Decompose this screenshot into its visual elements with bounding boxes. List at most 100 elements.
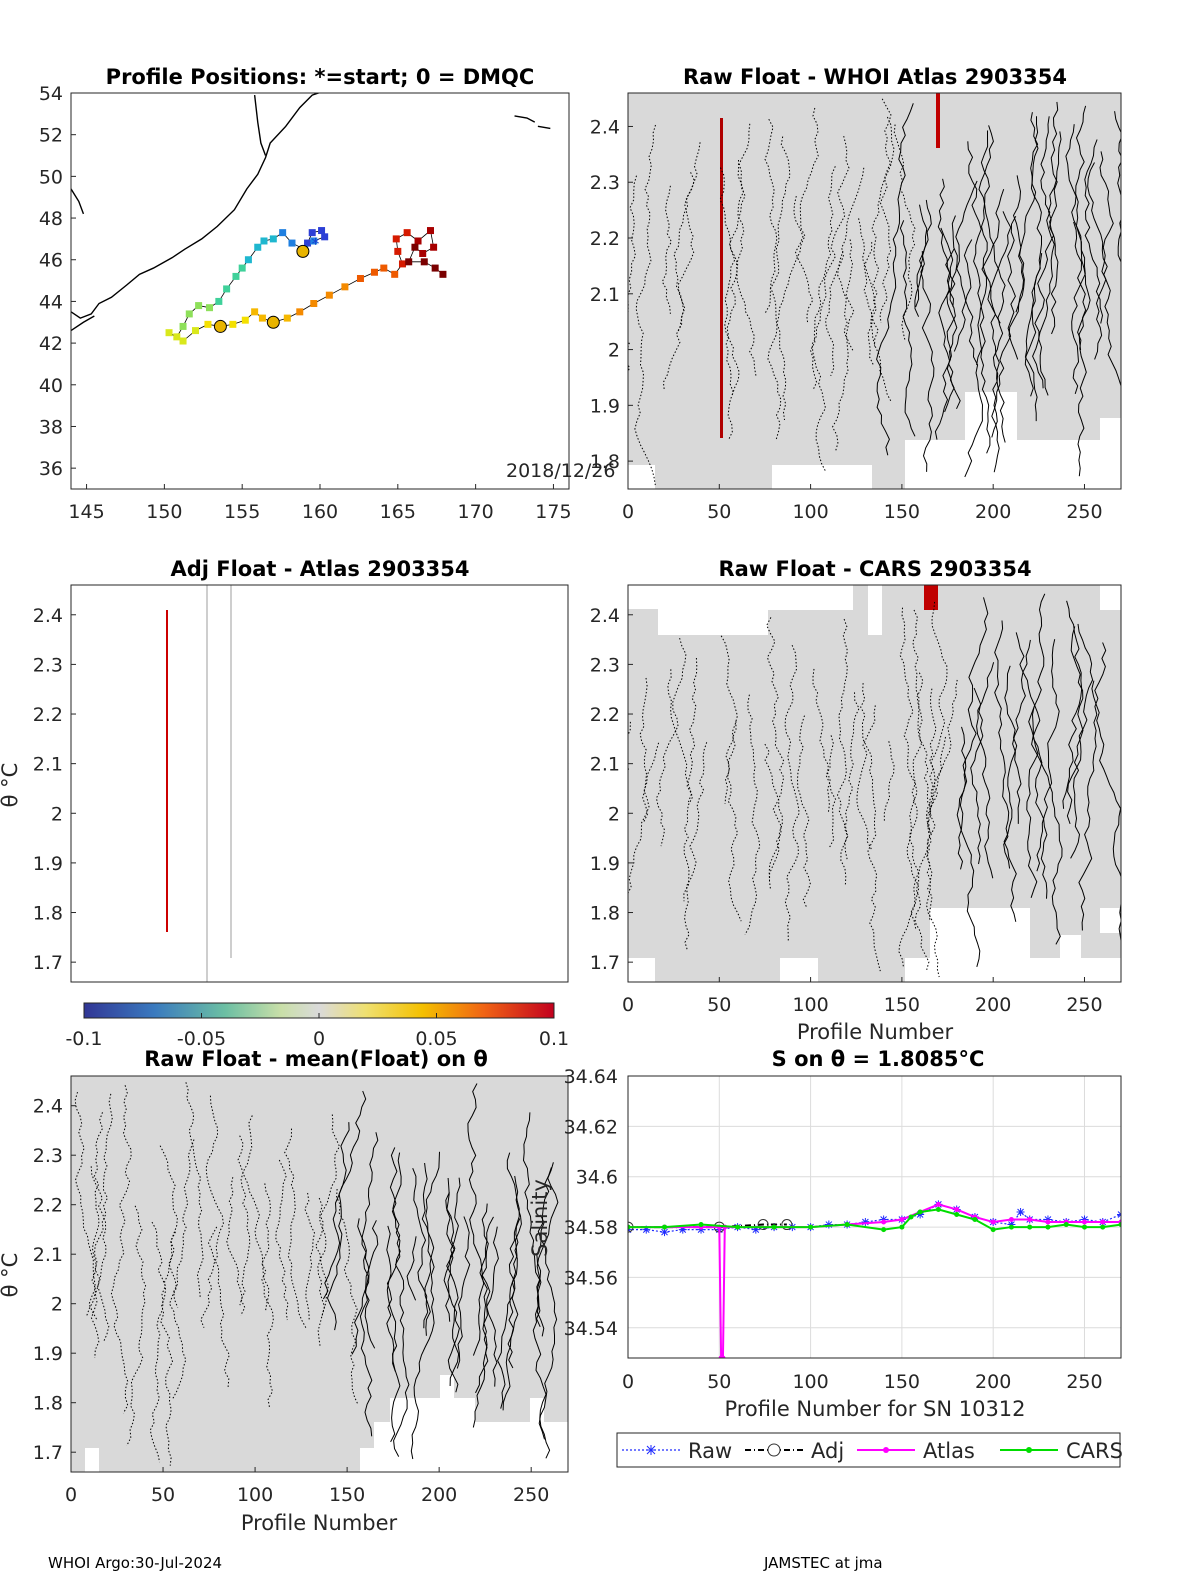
contour-line <box>845 239 855 352</box>
series-marker-cars <box>1063 1222 1069 1228</box>
profile-position-marker <box>244 256 252 264</box>
contour-line <box>497 1152 520 1409</box>
salinity-axes-box <box>627 1075 1122 1359</box>
contour-line <box>1015 632 1063 945</box>
contour-line <box>899 220 916 437</box>
series-marker-raw <box>751 1225 760 1234</box>
contour-line <box>317 1114 341 1347</box>
profile-position-marker <box>279 229 287 237</box>
series-marker-cars <box>628 1224 631 1230</box>
profile-position-marker <box>223 285 231 293</box>
contour-line <box>1065 124 1091 477</box>
contour-line <box>456 1216 471 1369</box>
contour-line <box>1003 665 1018 922</box>
raw-cars-ytick-label: 1.7 <box>590 952 620 974</box>
legend-marker-atlas <box>883 1447 889 1453</box>
profile-position-marker <box>405 258 413 266</box>
raw-cars-y-ticks: 1.7 1.8 1.9 2 2.1 2.2 2.3 2.4 <box>590 605 633 974</box>
contour-line <box>978 125 1006 438</box>
contour-line <box>364 1220 379 1349</box>
salinity-ytick-label: 34.62 <box>564 1116 618 1138</box>
raw-cars-xtick-label: 50 <box>707 994 731 1016</box>
contour-line <box>744 694 761 935</box>
coastline-segment <box>514 115 536 123</box>
contour-line <box>764 118 782 440</box>
adj-atlas-ytick-label: 2.3 <box>33 654 63 676</box>
series-marker-cars <box>908 1214 914 1220</box>
contour-line <box>812 668 831 813</box>
profile-position-marker <box>420 258 428 266</box>
positions-x-ticks: 145 150 155 160 165 170 175 <box>68 484 572 523</box>
series-marker-raw <box>824 1220 833 1229</box>
profile-position-marker <box>232 272 240 280</box>
raw-cars-ytick-label: 2.4 <box>590 605 620 627</box>
raw-cars-xtick-label: 150 <box>884 994 920 1016</box>
series-marker-atlas <box>1008 1217 1014 1223</box>
contour-line <box>867 116 895 366</box>
series-marker-raw <box>861 1218 870 1227</box>
raw-mean-ytick-label: 1.7 <box>33 1442 63 1464</box>
series-marker-cars <box>1027 1224 1033 1230</box>
profile-position-marker <box>310 300 318 308</box>
legend-label-atlas: Atlas <box>923 1439 975 1463</box>
map-ytick-label: 40 <box>39 375 63 397</box>
contour-line <box>185 1082 204 1299</box>
positions-title: Profile Positions: *=start; 0 = DMQC <box>106 65 535 89</box>
raw-mean-panel: Raw Float - mean(Float) on θ 0 50 100 150 20… <box>0 1047 569 1535</box>
contour-line <box>240 1115 253 1316</box>
contour-line <box>926 679 958 817</box>
raw-mean-ytick-label: 2.2 <box>33 1195 63 1217</box>
contour-line <box>237 1135 270 1312</box>
raw-mean-ytick-label: 1.8 <box>33 1393 63 1415</box>
raw-mean-xtick-label: 250 <box>513 1484 549 1506</box>
series-marker-atlas <box>954 1206 960 1212</box>
legend-marker-cars <box>1026 1447 1032 1453</box>
contour-line <box>424 1151 440 1336</box>
contour-line <box>667 669 693 902</box>
map-ytick-label: 52 <box>39 125 63 147</box>
contour-line <box>914 204 928 317</box>
adj-atlas-ytick-label: 1.8 <box>33 903 63 925</box>
raw-cars-xtick-label: 0 <box>622 994 634 1016</box>
salinity-ytick-label: 34.54 <box>564 1318 618 1340</box>
profile-position-marker <box>426 227 434 235</box>
contour-line <box>976 188 1005 366</box>
contour-line <box>90 1166 110 1343</box>
colorbar-tick-label: 0 <box>313 1028 325 1050</box>
series-marker-raw <box>916 1210 925 1219</box>
raw-mean-xtick-label: 50 <box>151 1484 175 1506</box>
series-marker-raw <box>660 1228 669 1237</box>
contour-line <box>824 167 865 376</box>
raw-mean-y-ticks: 1.7 1.8 1.9 2 2.1 2.2 2.3 2.4 <box>33 1096 76 1464</box>
profile-position-marker <box>392 235 400 243</box>
contour-line <box>406 1236 417 1301</box>
profile-position-marker <box>308 229 316 237</box>
salinity-y-ticks: 34.54 34.56 34.58 34.6 34.62 34.64 <box>564 1066 618 1340</box>
contour-line <box>1070 626 1084 859</box>
profile-position-marker <box>439 270 447 278</box>
series-marker-raw <box>642 1225 651 1234</box>
raw-atlas-xtick-label: 0 <box>622 501 634 523</box>
map-ytick-label: 42 <box>39 333 63 355</box>
contour-line <box>955 180 984 478</box>
map-ytick-label: 44 <box>39 291 63 313</box>
contour-line <box>661 185 672 314</box>
series-marker-atlas <box>1100 1219 1106 1225</box>
raw-cars-title: Raw Float - CARS 2903354 <box>718 557 1031 581</box>
float-track: * <box>165 227 447 345</box>
contour-line <box>628 175 637 402</box>
series-marker-cars <box>698 1222 704 1228</box>
series-marker-cars <box>1100 1224 1106 1230</box>
salinity-xtick-label: 250 <box>1066 1371 1102 1393</box>
contour-line <box>994 620 1011 869</box>
raw-cars-xtick-label: 200 <box>975 994 1011 1016</box>
series-marker-cars <box>735 1224 741 1230</box>
salinity-ylabel: Salinity <box>528 1179 552 1257</box>
profile-position-marker <box>325 291 333 299</box>
colorbar-tick-label: 0.1 <box>539 1028 569 1050</box>
series-marker-adj <box>781 1219 793 1231</box>
contour-line <box>445 1177 461 1322</box>
contour-line <box>315 1197 330 1319</box>
raw-cars-ytick-label: 2.1 <box>590 754 620 776</box>
series-marker-atlas <box>881 1219 887 1225</box>
